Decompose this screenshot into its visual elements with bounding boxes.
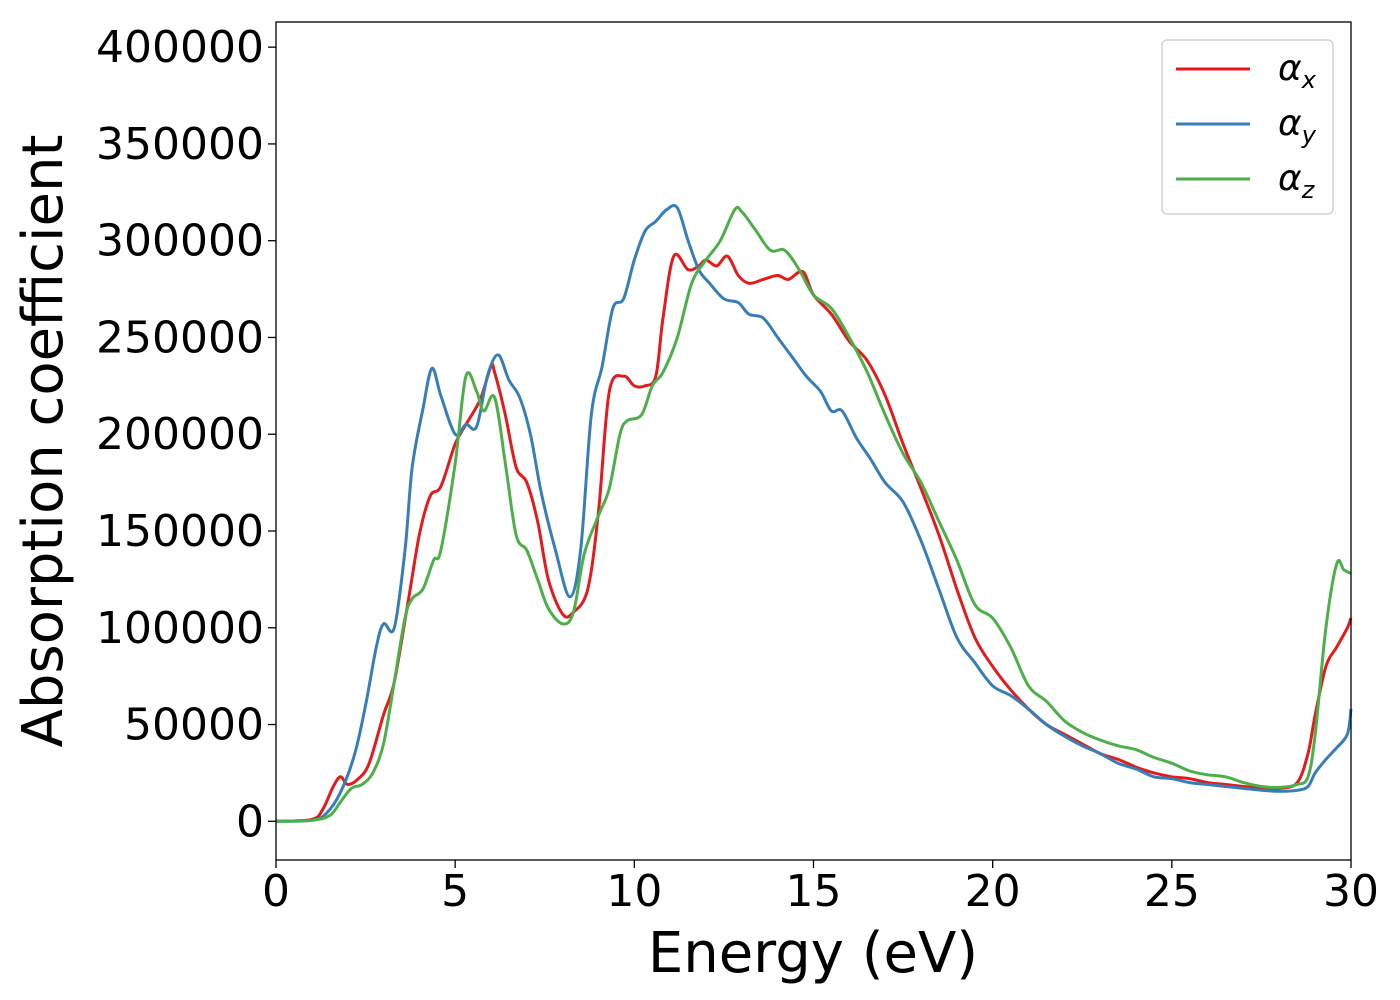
series-line-y — [275, 204, 1353, 823]
x-axis-title: Energy (eV) — [648, 921, 978, 986]
series-layer — [275, 204, 1353, 823]
x-tick-label: 30 — [1323, 866, 1379, 917]
y-tick-label: 400000 — [96, 22, 264, 73]
x-tick-label: 10 — [606, 866, 662, 917]
y-tick-label: 150000 — [96, 506, 264, 557]
y-tick-label: 100000 — [96, 603, 264, 654]
legend-label-y: αy — [1278, 103, 1317, 149]
legend-label-x: αx — [1278, 48, 1317, 94]
legend-label-z: αz — [1278, 158, 1316, 204]
x-tick-label: 20 — [965, 866, 1021, 917]
y-tick-label: 200000 — [96, 409, 264, 460]
series-line-z — [275, 205, 1352, 823]
y-tick-label: 300000 — [96, 216, 264, 267]
x-tick-label: 5 — [441, 866, 469, 917]
y-axis-ticks: 0 50000 100000 150000 200000 250000 300000 3500… — [96, 22, 276, 847]
x-tick-label: 15 — [786, 866, 842, 917]
y-tick-label: 350000 — [96, 119, 264, 170]
x-axis-ticks: 0 5 10 15 20 25 30 — [262, 860, 1379, 917]
y-tick-label: 0 — [236, 796, 264, 847]
x-tick-label: 25 — [1144, 866, 1200, 917]
legend-items: αx αy αz — [1176, 48, 1317, 204]
y-tick-label: 250000 — [96, 312, 264, 363]
y-tick-label: 50000 — [124, 700, 264, 751]
y-axis-title: Absorption coefficient — [11, 135, 76, 748]
series-line-x — [275, 252, 1353, 823]
legend: αx αy αz — [1161, 39, 1334, 215]
x-tick-label: 0 — [262, 866, 290, 917]
legend-box — [1161, 39, 1334, 215]
